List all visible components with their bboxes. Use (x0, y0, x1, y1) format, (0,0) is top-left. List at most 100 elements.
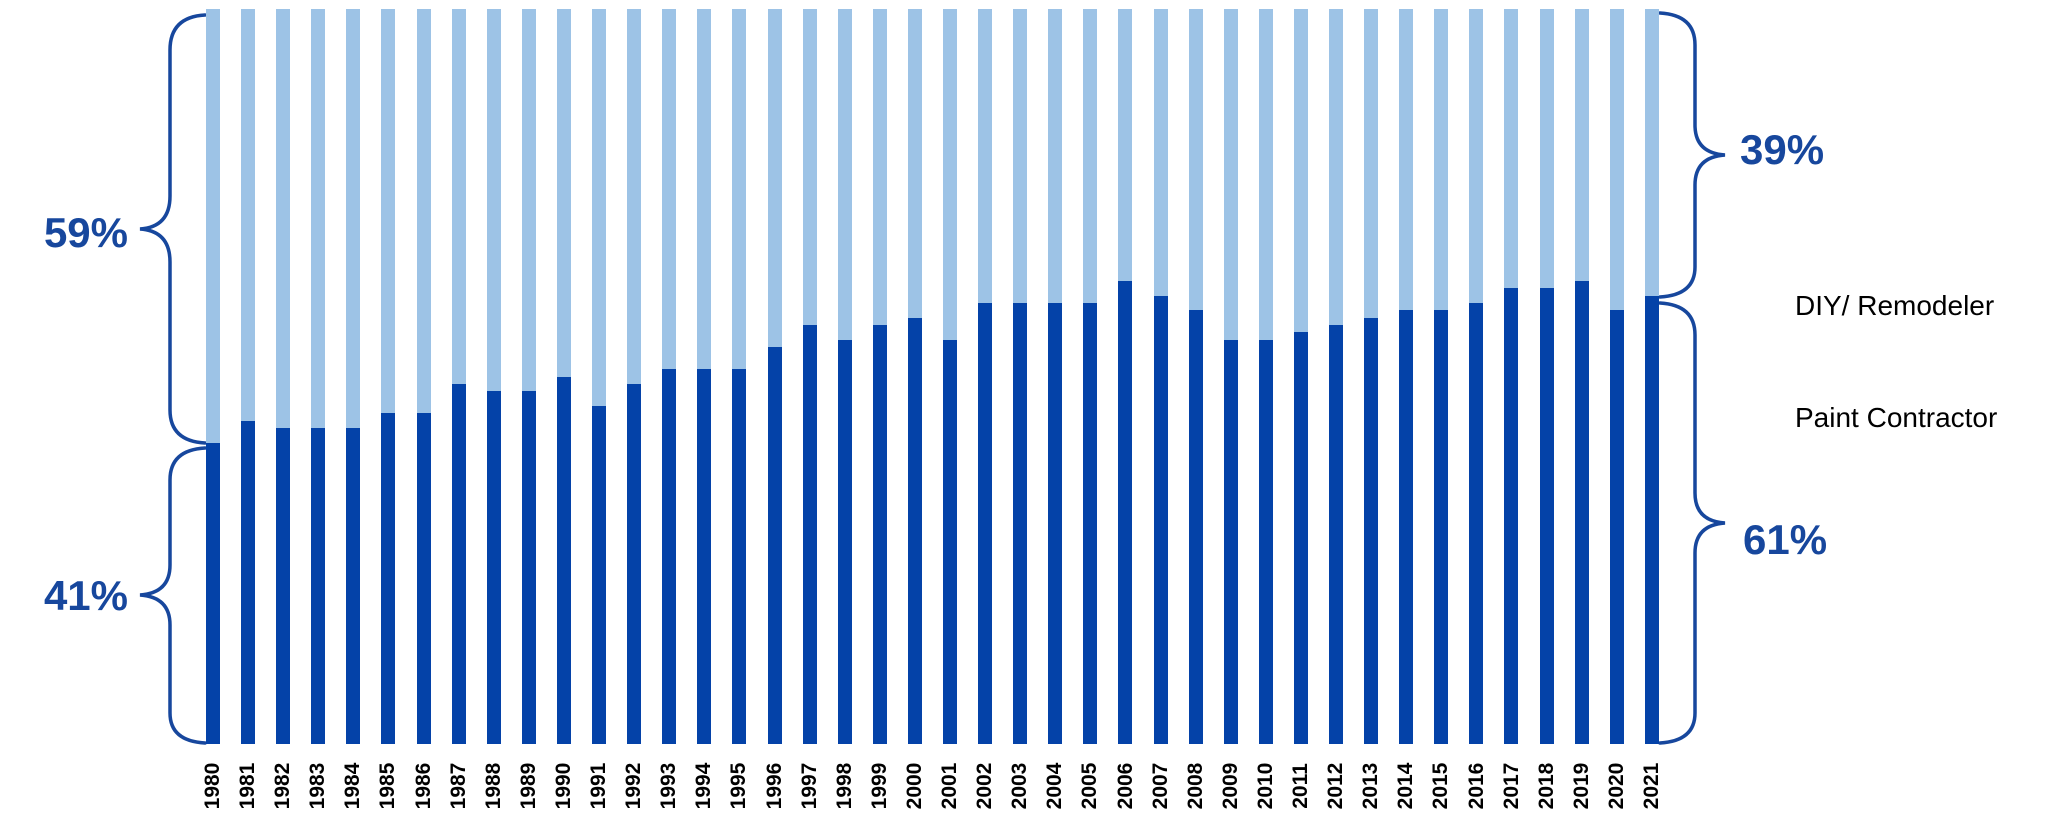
annotation-2021-contractor-share: 61% (1743, 516, 1828, 563)
x-axis-label-1996: 1996 (762, 762, 786, 810)
legend-label-diy: DIY/ Remodeler (1795, 290, 1995, 321)
x-axis-label-1986: 1986 (411, 762, 435, 810)
x-axis-label-1994: 1994 (692, 762, 716, 810)
bar-segment-contractor-2018 (1539, 288, 1554, 744)
bar-segment-contractor-1983 (311, 427, 326, 744)
bar-segment-diy-2010 (1258, 9, 1273, 340)
bar-2019 (1574, 9, 1589, 744)
bar-segment-contractor-2001 (942, 339, 957, 744)
bar-segment-contractor-2011 (1293, 332, 1308, 744)
bar-2012 (1329, 9, 1343, 744)
bar-segment-diy-2001 (942, 9, 957, 340)
bar-segment-contractor-1980 (206, 442, 220, 744)
bar-segment-diy-1980 (206, 9, 220, 443)
bar-segment-diy-2003 (1013, 9, 1028, 303)
bar-2016 (1469, 9, 1484, 744)
bar-2005 (1083, 9, 1098, 744)
legend-item-diy: DIY/ Remodeler (1731, 276, 1994, 336)
x-axis-label-1983: 1983 (306, 762, 330, 810)
legend-swatch-diy (1731, 276, 1787, 336)
bar-segment-diy-2014 (1399, 9, 1414, 311)
bar-segment-contractor-2010 (1258, 339, 1273, 744)
x-axis-label-1991: 1991 (587, 762, 611, 810)
legend-swatch-contractor (1731, 388, 1787, 448)
bar-segment-contractor-2002 (978, 303, 993, 744)
bar-segment-contractor-2003 (1013, 303, 1028, 744)
bar-segment-diy-2012 (1329, 9, 1343, 326)
x-axis-label-2012: 2012 (1324, 762, 1348, 810)
bar-1991 (592, 9, 607, 744)
x-axis-label-2000: 2000 (902, 762, 926, 810)
bar-segment-diy-2000 (907, 9, 922, 318)
bar-1989 (521, 9, 536, 744)
right-top-brace (1658, 11, 1726, 299)
x-axis-label-2003: 2003 (1008, 762, 1032, 810)
left-top-brace (139, 13, 207, 445)
x-axis-label-2019: 2019 (1569, 762, 1593, 810)
x-axis-label-1984: 1984 (341, 762, 365, 810)
x-axis-label-1992: 1992 (622, 762, 646, 810)
bar-segment-contractor-2019 (1574, 280, 1589, 744)
bar-segment-contractor-2009 (1223, 339, 1238, 744)
bar-segment-contractor-1989 (521, 391, 536, 744)
bar-segment-diy-2018 (1539, 9, 1554, 289)
bar-segment-diy-1990 (556, 9, 571, 377)
bar-segment-contractor-2020 (1609, 310, 1624, 744)
bar-segment-contractor-2000 (907, 317, 922, 744)
bar-segment-diy-2006 (1118, 9, 1133, 281)
bar-segment-diy-1991 (592, 9, 607, 406)
bar-segment-contractor-2004 (1048, 303, 1063, 744)
bar-2014 (1399, 9, 1414, 744)
x-axis-label-2007: 2007 (1148, 762, 1172, 810)
plot-area (206, 9, 1659, 744)
bar-1983 (311, 9, 326, 744)
bar-1992 (627, 9, 642, 744)
bar-segment-contractor-1995 (732, 369, 747, 744)
bar-segment-contractor-1991 (592, 405, 607, 744)
bar-segment-contractor-1994 (697, 369, 712, 744)
bar-segment-diy-2015 (1434, 9, 1449, 311)
bar-segment-contractor-1992 (627, 383, 642, 744)
bar-1999 (872, 9, 887, 744)
right-bottom-brace (1658, 301, 1726, 745)
x-axis-label-1985: 1985 (376, 762, 400, 810)
bar-segment-diy-2011 (1293, 9, 1308, 333)
x-axis-label-2010: 2010 (1253, 762, 1277, 810)
bar-1984 (346, 9, 361, 744)
bar-segment-diy-2016 (1469, 9, 1484, 303)
bar-1993 (662, 9, 677, 744)
x-axis-label-2015: 2015 (1429, 762, 1453, 810)
bar-1982 (276, 9, 291, 744)
bar-1981 (241, 9, 256, 744)
x-axis-label-1990: 1990 (551, 762, 575, 810)
x-axis-label-1998: 1998 (832, 762, 856, 810)
bar-segment-contractor-1984 (346, 427, 361, 744)
bar-1994 (697, 9, 712, 744)
bar-segment-diy-2002 (978, 9, 993, 303)
bar-1985 (381, 9, 396, 744)
bar-segment-diy-2013 (1364, 9, 1379, 318)
x-axis-label-2021: 2021 (1640, 762, 1663, 810)
bar-2015 (1434, 9, 1449, 744)
bar-segment-diy-2020 (1609, 9, 1624, 311)
bar-2006 (1118, 9, 1133, 744)
bar-2002 (978, 9, 993, 744)
x-axis-label-1989: 1989 (516, 762, 540, 810)
bar-2004 (1048, 9, 1063, 744)
bar-segment-diy-2009 (1223, 9, 1238, 340)
bar-2013 (1364, 9, 1379, 744)
bar-segment-contractor-2015 (1434, 310, 1449, 744)
bar-segment-contractor-1987 (451, 383, 466, 744)
bar-segment-diy-1982 (276, 9, 291, 428)
bar-segment-contractor-2014 (1399, 310, 1414, 744)
bar-2021 (1644, 9, 1659, 744)
x-axis-label-2009: 2009 (1218, 762, 1242, 810)
bar-2018 (1539, 9, 1554, 744)
bar-segment-contractor-1990 (556, 376, 571, 744)
annotation-1980-diy-share: 59% (43, 209, 128, 256)
bar-segment-diy-1988 (486, 9, 501, 392)
x-axis-label-1993: 1993 (657, 762, 681, 810)
bar-1995 (732, 9, 747, 744)
bar-segment-diy-1987 (451, 9, 466, 384)
